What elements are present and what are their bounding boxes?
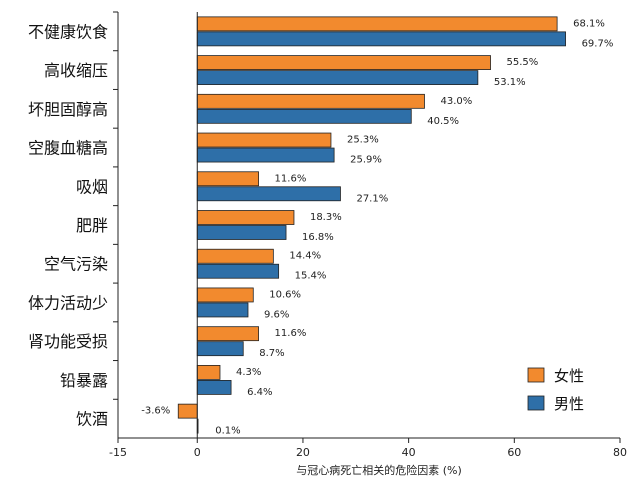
x-axis-label: 与冠心病死亡相关的危险因素 (%) bbox=[296, 463, 462, 477]
x-tick-label: 60 bbox=[507, 446, 521, 459]
data-label: 18.3% bbox=[310, 212, 342, 223]
category-label: 空腹血糖高 bbox=[28, 139, 108, 158]
category-label: 高收缩压 bbox=[44, 61, 108, 80]
data-label: 16.8% bbox=[302, 232, 334, 243]
data-label: 10.6% bbox=[269, 289, 301, 300]
bar-female bbox=[196, 171, 259, 187]
x-tick-label: -15 bbox=[109, 446, 127, 459]
data-label: 25.3% bbox=[347, 135, 379, 146]
labels-group: 不健康饮食 68.1% 69.7% 高收缩压 55.5% 53.1% 坏胆固醇高 43.0% 4… bbox=[28, 18, 613, 436]
data-label: 69.7% bbox=[582, 38, 614, 49]
category-label: 肥胖 bbox=[76, 216, 108, 235]
data-label: 68.1% bbox=[573, 18, 605, 29]
data-label: 40.5% bbox=[427, 116, 459, 127]
legend-label: 男性 bbox=[554, 395, 584, 413]
category-label: 饮酒 bbox=[76, 410, 108, 429]
bar-female bbox=[177, 403, 198, 419]
bar-male bbox=[196, 225, 287, 240]
legend-label: 女性 bbox=[554, 367, 584, 385]
data-label: 14.4% bbox=[289, 251, 321, 262]
legend-swatch bbox=[527, 367, 545, 383]
category-label: 体力活动少 bbox=[28, 293, 108, 312]
bar-female bbox=[196, 365, 221, 380]
data-label: -3.6% bbox=[141, 406, 170, 417]
category-label: 不健康饮食 bbox=[28, 22, 108, 41]
data-label: 11.6% bbox=[275, 328, 307, 339]
category-label: 吸烟 bbox=[76, 177, 108, 196]
legend-swatch bbox=[527, 395, 545, 411]
data-label: 0.1% bbox=[215, 426, 240, 437]
axes-group: -15 0 20 40 60 80 bbox=[109, 11, 627, 459]
data-label: 55.5% bbox=[507, 57, 539, 68]
data-label: 8.7% bbox=[259, 348, 284, 359]
bar-female bbox=[196, 248, 274, 264]
bar-male bbox=[196, 147, 335, 163]
bar-female bbox=[196, 93, 425, 109]
data-label: 53.1% bbox=[494, 77, 526, 88]
bar-male bbox=[196, 263, 280, 279]
bar-male bbox=[196, 302, 249, 318]
data-label: 43.0% bbox=[440, 96, 472, 107]
bar-male bbox=[196, 31, 566, 47]
bar-female bbox=[196, 287, 254, 303]
category-label: 铅暴露 bbox=[60, 371, 108, 390]
bar-male bbox=[196, 70, 479, 85]
x-tick-label: 80 bbox=[613, 446, 627, 459]
category-label: 空气污染 bbox=[44, 255, 108, 274]
bar-male bbox=[196, 186, 341, 202]
bar-male bbox=[196, 341, 244, 357]
x-tick-label: 20 bbox=[296, 446, 310, 459]
data-label: 25.9% bbox=[350, 155, 382, 166]
category-label: 坏胆固醇高 bbox=[28, 100, 108, 119]
bar-female bbox=[196, 16, 558, 32]
category-label: 肾功能受损 bbox=[28, 332, 108, 351]
data-label: 15.4% bbox=[295, 271, 327, 282]
data-label: 4.3% bbox=[236, 367, 261, 378]
data-label: 6.4% bbox=[247, 387, 272, 398]
bar-female bbox=[196, 210, 295, 225]
bar-male bbox=[196, 380, 232, 395]
bar-female bbox=[196, 132, 332, 148]
x-tick-label: 0 bbox=[194, 446, 201, 459]
data-label: 27.1% bbox=[356, 193, 388, 204]
x-tick-label: 40 bbox=[402, 446, 416, 459]
data-label: 11.6% bbox=[275, 173, 307, 184]
bar-female bbox=[196, 55, 491, 70]
bar-female bbox=[196, 326, 259, 342]
data-label: 9.6% bbox=[264, 309, 289, 320]
bar-male bbox=[196, 108, 412, 124]
